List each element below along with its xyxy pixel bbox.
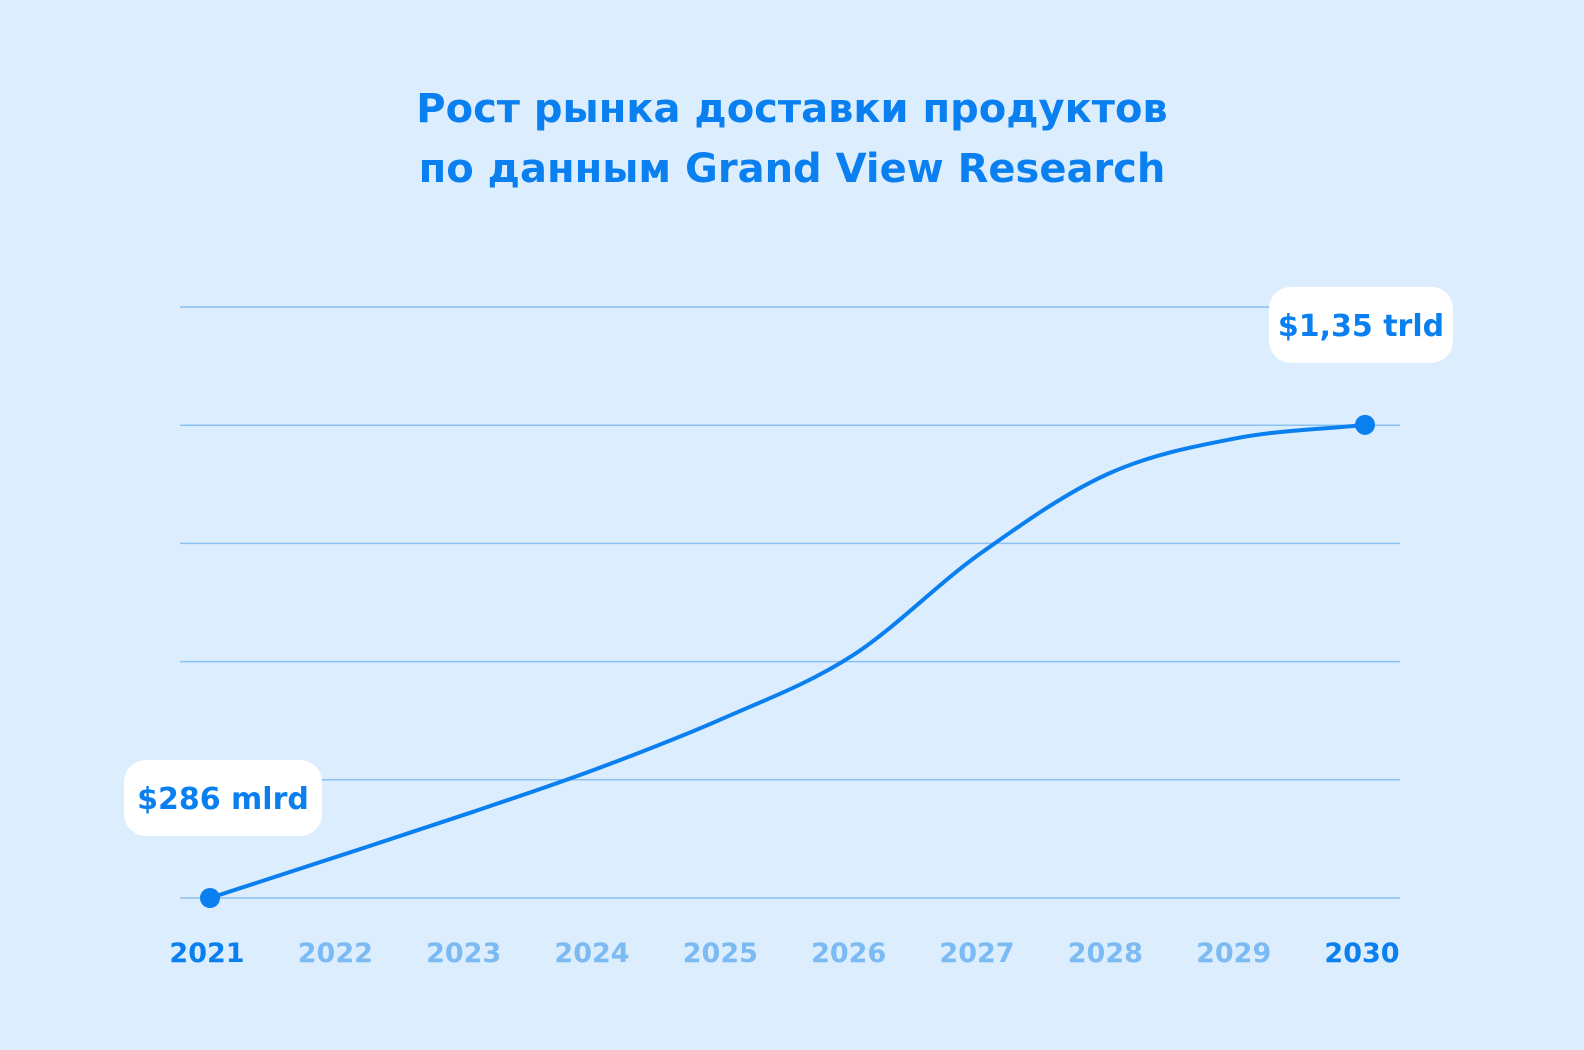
callout-label: $286 mlrd [137, 782, 309, 817]
chart-title-line-2: по данным Grand View Research [419, 146, 1166, 192]
callout-box [124, 760, 322, 836]
series-line [208, 422, 1367, 900]
callout-box [1269, 286, 1453, 363]
x-tick-label: 2028 [1068, 938, 1143, 969]
callouts-layer: $286 mlrd $1,35 trld [124, 286, 1453, 908]
callout-label: $1,35 trld [1278, 309, 1444, 344]
x-tick-label: 2025 [683, 938, 758, 969]
x-tick-label: 2023 [426, 938, 501, 969]
x-tick-label: 2029 [1196, 938, 1271, 969]
x-tick-label: 2027 [939, 938, 1014, 969]
chart-title-line-1: Рост рынка доставки продуктов [416, 86, 1167, 132]
series-layer [208, 422, 1367, 900]
x-tick-label: 2026 [811, 938, 886, 969]
x-tick-label: 2030 [1324, 938, 1399, 969]
x-tick-label: 2022 [298, 938, 373, 969]
x-axis-ticks: 2021 2022 2023 2024 2025 2026 2027 2028 2029 2030 [169, 938, 1399, 969]
gridlines [180, 306, 1400, 899]
data-point-marker [1355, 414, 1375, 435]
x-tick-label: 2021 [169, 938, 244, 969]
data-point-marker [200, 888, 220, 908]
x-tick-label: 2024 [554, 938, 629, 969]
